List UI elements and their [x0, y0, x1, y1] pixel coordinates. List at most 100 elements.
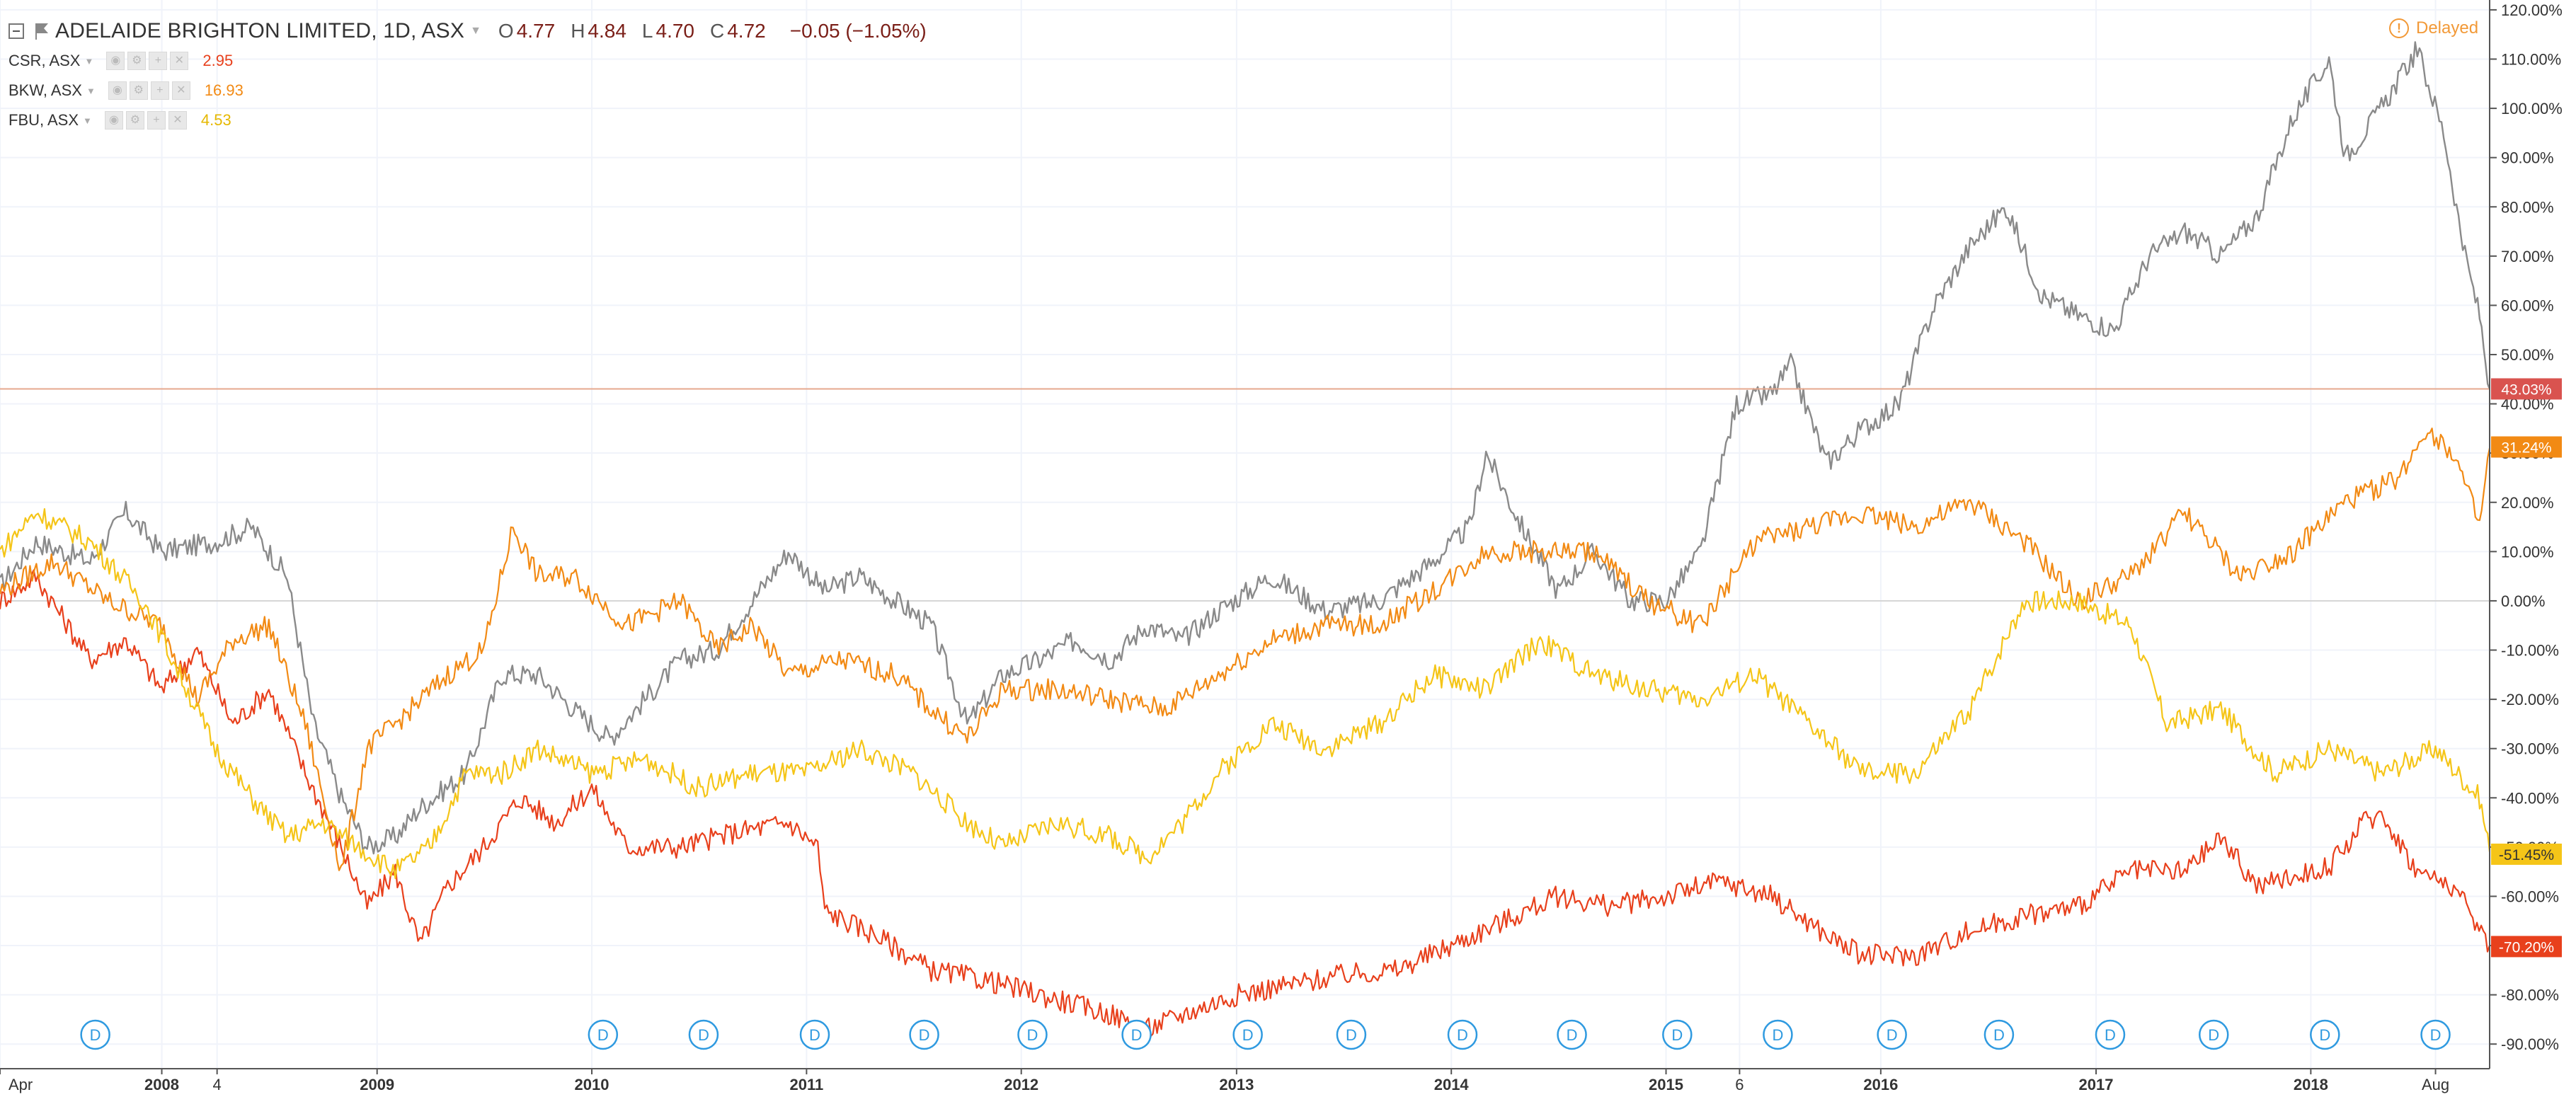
- plus-icon[interactable]: +: [149, 52, 168, 70]
- dividend-marker-circle[interactable]: [1017, 1019, 1048, 1050]
- gear-icon[interactable]: ⚙: [125, 111, 144, 130]
- dividend-marker[interactable]: D: [1336, 1019, 1367, 1050]
- dividend-marker[interactable]: D: [2310, 1019, 2340, 1050]
- dividend-marker-circle[interactable]: [1232, 1019, 1263, 1050]
- time-scale-bg[interactable]: [0, 1069, 2576, 1097]
- dividend-marker[interactable]: D: [2095, 1019, 2126, 1050]
- dividend-marker-circle[interactable]: [1121, 1019, 1152, 1050]
- dividend-marker[interactable]: D: [2198, 1019, 2229, 1050]
- compare-row-bkw[interactable]: BKW, ASX ▼ ◉ ⚙ + ✕ 16.93: [8, 79, 244, 102]
- dividend-marker-circle[interactable]: [1983, 1019, 2015, 1050]
- flag-icon: [35, 23, 48, 40]
- x-tick-label: 2013: [1219, 1076, 1254, 1093]
- dividend-marker-label: D: [1346, 1026, 1357, 1044]
- collapse-legend-icon[interactable]: [8, 23, 24, 39]
- dividend-marker[interactable]: D: [799, 1019, 830, 1050]
- dividend-marker-circle[interactable]: [1447, 1019, 1478, 1050]
- dividend-marker[interactable]: D: [1017, 1019, 1048, 1050]
- dividend-marker-circle[interactable]: [2095, 1019, 2126, 1050]
- dividend-marker[interactable]: D: [688, 1019, 719, 1050]
- dividend-marker[interactable]: D: [1557, 1019, 1587, 1050]
- dividend-marker[interactable]: D: [1662, 1019, 1693, 1050]
- price-scale[interactable]: 120.00% 110.00% 100.00% 90.00% 80.00% 70.00% 6…: [2489, 0, 2576, 1097]
- compare-symbol[interactable]: BKW, ASX: [8, 81, 82, 99]
- dividend-marker-circle[interactable]: [1336, 1019, 1367, 1050]
- chevron-down-icon[interactable]: ▼: [86, 85, 96, 96]
- compare-symbol[interactable]: CSR, ASX: [8, 52, 81, 69]
- dividend-marker[interactable]: D: [1232, 1019, 1263, 1050]
- dividend-marker[interactable]: D: [80, 1019, 110, 1050]
- x-tick-label: 2008: [144, 1076, 179, 1093]
- dividend-marker-circle[interactable]: [2310, 1019, 2340, 1050]
- dividend-marker-circle[interactable]: [1557, 1019, 1587, 1050]
- series-lines: [0, 41, 2491, 1038]
- gear-icon[interactable]: ⚙: [127, 52, 147, 70]
- dividend-marker[interactable]: D: [588, 1019, 619, 1050]
- dividend-marker-circle[interactable]: [2198, 1019, 2229, 1050]
- close-icon[interactable]: ✕: [168, 111, 187, 130]
- dividend-marker[interactable]: D: [1447, 1019, 1478, 1050]
- y-tick-label: 100.00%: [2501, 100, 2563, 117]
- dividend-marker[interactable]: D: [1983, 1019, 2015, 1050]
- dividend-marker[interactable]: D: [2420, 1019, 2451, 1050]
- y-tick-label: 0.00%: [2501, 592, 2545, 610]
- dividend-marker-circle[interactable]: [588, 1019, 619, 1050]
- close-icon[interactable]: ✕: [171, 81, 190, 100]
- last-value-label-4: -51.45%: [2491, 843, 2562, 865]
- dividend-marker-label: D: [1242, 1026, 1254, 1044]
- dividend-marker-circle[interactable]: [1763, 1019, 1793, 1050]
- low-value: 4.70: [656, 20, 695, 42]
- gear-icon[interactable]: ⚙: [129, 81, 148, 100]
- compare-row-csr[interactable]: CSR, ASX ▼ ◉ ⚙ + ✕ 2.95: [8, 50, 233, 72]
- main-legend: ADELAIDE BRIGHTON LIMITED, 1D, ASX ▼ O 4…: [8, 16, 927, 47]
- compare-row-fbu[interactable]: FBU, ASX ▼ ◉ ⚙ + ✕ 4.53: [8, 109, 231, 132]
- dividend-marker-label: D: [1671, 1026, 1683, 1044]
- dividend-marker-circle[interactable]: [688, 1019, 719, 1050]
- x-tick-label: 6: [1735, 1076, 1744, 1093]
- eye-icon[interactable]: ◉: [108, 81, 127, 100]
- plot-area[interactable]: [0, 0, 2490, 1069]
- plus-icon[interactable]: +: [150, 81, 169, 100]
- eye-icon[interactable]: ◉: [106, 52, 125, 70]
- dividend-marker-circle[interactable]: [1662, 1019, 1693, 1050]
- time-scale[interactable]: Apr 2008 4 2009 2010 2011 2012 2013 2014 2015 6 201…: [0, 1068, 2576, 1097]
- dividend-marker-label: D: [698, 1026, 709, 1044]
- x-tick-label: 2009: [360, 1076, 394, 1093]
- y-tick-label: -30.00%: [2501, 740, 2559, 758]
- symbol-title[interactable]: ADELAIDE BRIGHTON LIMITED, 1D, ASX: [55, 19, 465, 42]
- chevron-down-icon[interactable]: ▼: [84, 55, 94, 67]
- close-icon[interactable]: ✕: [170, 52, 189, 70]
- eye-icon[interactable]: ◉: [104, 111, 123, 130]
- dividend-marker-circle[interactable]: [2420, 1019, 2451, 1050]
- high-value: 4.84: [588, 20, 626, 42]
- dividend-marker[interactable]: D: [1763, 1019, 1793, 1050]
- close-value: 4.72: [727, 20, 766, 42]
- delayed-indicator[interactable]: ! Delayed: [2389, 16, 2478, 41]
- chevron-down-icon[interactable]: ▼: [470, 25, 481, 37]
- dividend-marker-circle[interactable]: [80, 1019, 110, 1050]
- last-value-text: -51.45%: [2499, 847, 2554, 863]
- high-label: H: [571, 20, 585, 42]
- dividend-marker[interactable]: D: [909, 1019, 939, 1050]
- price-scale-bg[interactable]: [2490, 0, 2576, 1069]
- dividend-marker-circle[interactable]: [799, 1019, 830, 1050]
- plus-icon[interactable]: +: [147, 111, 166, 130]
- series-line-1[interactable]: [0, 41, 2491, 855]
- x-tick-label: 2010: [575, 1076, 609, 1093]
- x-tick-label: 2011: [790, 1076, 824, 1093]
- dividend-marker[interactable]: D: [1877, 1019, 1907, 1050]
- dividend-marker-circle[interactable]: [909, 1019, 939, 1050]
- dividend-marker-circle[interactable]: [1877, 1019, 1907, 1050]
- chevron-down-icon[interactable]: ▼: [83, 115, 92, 126]
- y-tick-label: -80.00%: [2501, 987, 2559, 1004]
- series-line-4[interactable]: [0, 508, 2491, 880]
- dividend-marker[interactable]: D: [1121, 1019, 1152, 1050]
- y-tick-label: 50.00%: [2501, 346, 2554, 364]
- last-value-label-3: 31.24%: [2491, 436, 2562, 458]
- y-tick-label: 80.00%: [2501, 198, 2554, 216]
- x-tick-label: 2016: [1863, 1076, 1898, 1093]
- series-line-2[interactable]: [0, 569, 2491, 1038]
- compare-symbol[interactable]: FBU, ASX: [8, 111, 79, 129]
